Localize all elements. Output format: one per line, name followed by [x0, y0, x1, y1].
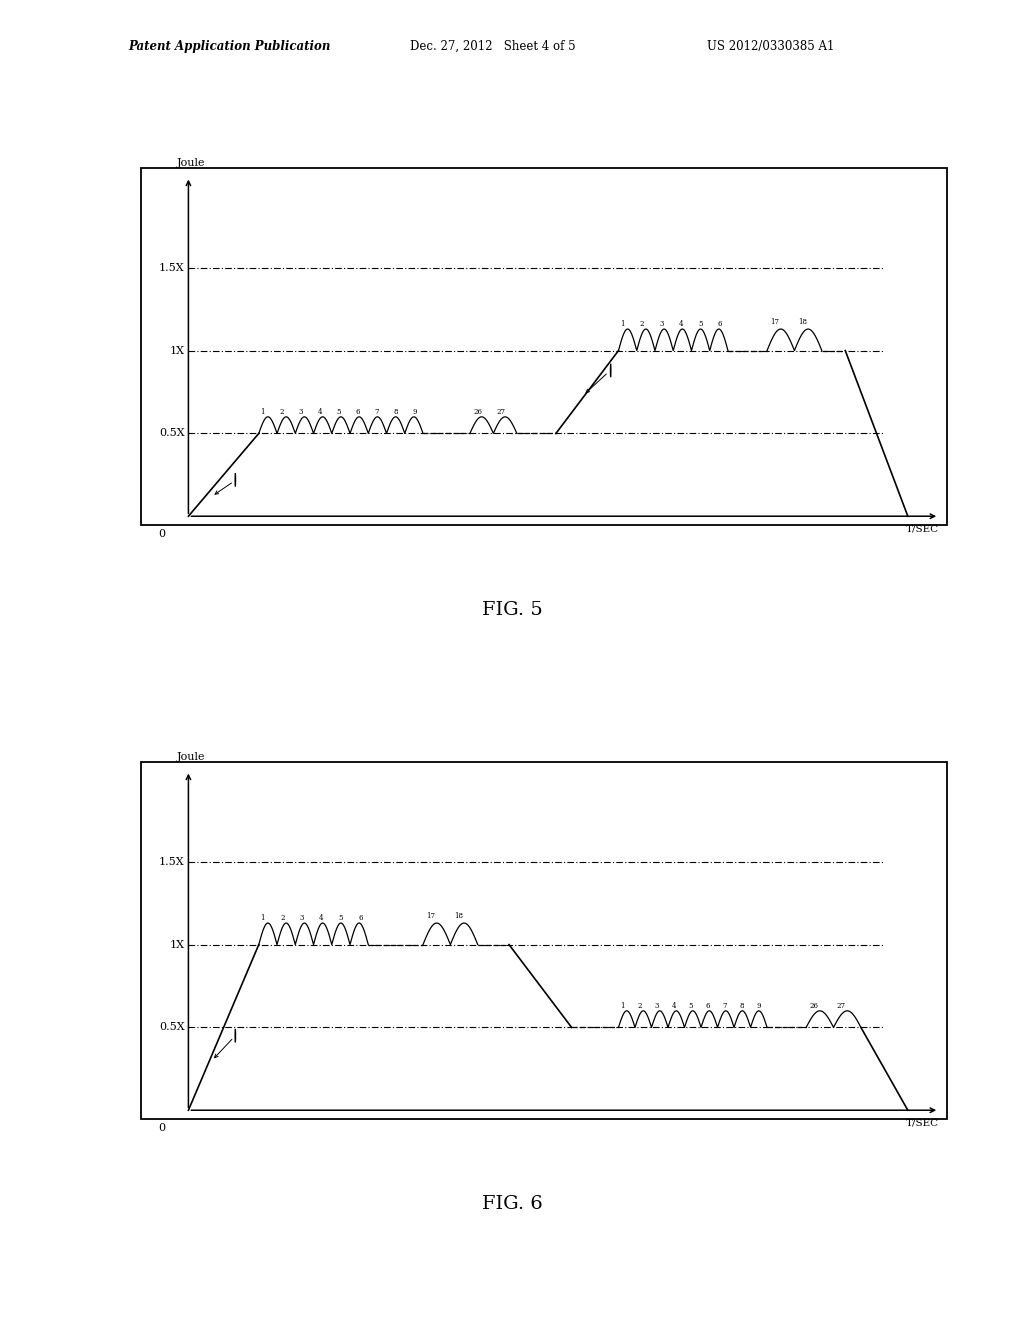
Text: 4: 4: [672, 1002, 676, 1010]
Text: 2: 2: [280, 408, 284, 416]
Text: 18: 18: [454, 912, 463, 920]
Text: Dec. 27, 2012   Sheet 4 of 5: Dec. 27, 2012 Sheet 4 of 5: [410, 40, 575, 53]
Text: 6: 6: [718, 319, 722, 327]
Text: 4: 4: [319, 913, 324, 921]
Text: Joule: Joule: [177, 752, 205, 763]
Text: 17: 17: [770, 318, 779, 326]
Text: 2: 2: [640, 319, 644, 327]
Text: FIG. 6: FIG. 6: [481, 1195, 543, 1213]
Text: 5: 5: [698, 319, 702, 327]
Text: 3: 3: [659, 319, 664, 327]
Text: 2: 2: [637, 1002, 642, 1010]
Text: FIG. 5: FIG. 5: [481, 601, 543, 619]
Text: Joule: Joule: [177, 158, 205, 169]
Text: 5: 5: [688, 1002, 693, 1010]
Text: 0.5X: 0.5X: [159, 1023, 184, 1032]
Text: 1.5X: 1.5X: [159, 857, 184, 867]
Text: 1X: 1X: [170, 346, 184, 355]
Bar: [141, 169, 947, 524]
Text: 1: 1: [621, 1002, 625, 1010]
Text: 0: 0: [158, 1123, 165, 1134]
Text: 0.5X: 0.5X: [159, 429, 184, 438]
Text: 1: 1: [621, 319, 625, 327]
Text: 0: 0: [158, 529, 165, 540]
Text: 27: 27: [497, 408, 506, 416]
Text: 4: 4: [679, 319, 683, 327]
Text: 1: 1: [260, 913, 265, 921]
Text: 9: 9: [413, 408, 418, 416]
Text: 8: 8: [394, 408, 398, 416]
Text: 1.5X: 1.5X: [159, 263, 184, 273]
Text: 2: 2: [280, 913, 285, 921]
Text: 26: 26: [810, 1002, 818, 1010]
Text: 6: 6: [355, 408, 360, 416]
Text: 3: 3: [300, 913, 304, 921]
Text: 5: 5: [339, 913, 343, 921]
Text: 7: 7: [723, 1002, 727, 1010]
Text: 27: 27: [837, 1002, 846, 1010]
Bar: [141, 763, 947, 1118]
Text: 7: 7: [375, 408, 379, 416]
Text: 9: 9: [757, 1002, 762, 1010]
Text: 5: 5: [337, 408, 341, 416]
Text: 6: 6: [706, 1002, 711, 1010]
Text: 26: 26: [473, 408, 482, 416]
Text: 8: 8: [740, 1002, 744, 1010]
Text: T/SEC: T/SEC: [906, 524, 939, 533]
Text: 3: 3: [299, 408, 303, 416]
Text: 17: 17: [426, 912, 435, 920]
Text: 3: 3: [654, 1002, 658, 1010]
Text: T/SEC: T/SEC: [906, 1118, 939, 1127]
Text: 18: 18: [798, 318, 807, 326]
Text: 1: 1: [260, 408, 265, 416]
Text: Patent Application Publication: Patent Application Publication: [128, 40, 331, 53]
Text: 1X: 1X: [170, 940, 184, 949]
Text: US 2012/0330385 A1: US 2012/0330385 A1: [707, 40, 834, 53]
Text: 4: 4: [317, 408, 323, 416]
Text: 6: 6: [358, 913, 362, 921]
